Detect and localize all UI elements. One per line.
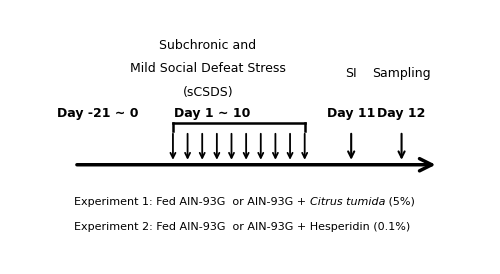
Text: Subchronic and: Subchronic and [159,39,256,52]
Text: Experiment 2: Fed AIN-93G  or AIN-93G + Hesperidin (0.1%): Experiment 2: Fed AIN-93G or AIN-93G + H… [74,222,410,232]
Text: Day 12: Day 12 [378,107,426,119]
Text: (5%): (5%) [385,197,415,207]
Text: SI: SI [346,67,357,80]
Text: Day 11: Day 11 [327,107,376,119]
Text: Day 1 ∼ 10: Day 1 ∼ 10 [174,107,250,119]
Text: Sampling: Sampling [372,67,431,80]
Text: Citrus tumida: Citrus tumida [310,197,385,207]
Text: Day -21 ∼ 0: Day -21 ∼ 0 [56,107,138,119]
Text: (sCSDS): (sCSDS) [182,85,233,99]
Text: Mild Social Defeat Stress: Mild Social Defeat Stress [130,62,286,75]
Text: Experiment 1: Fed AIN-93G  or AIN-93G +: Experiment 1: Fed AIN-93G or AIN-93G + [74,197,310,207]
